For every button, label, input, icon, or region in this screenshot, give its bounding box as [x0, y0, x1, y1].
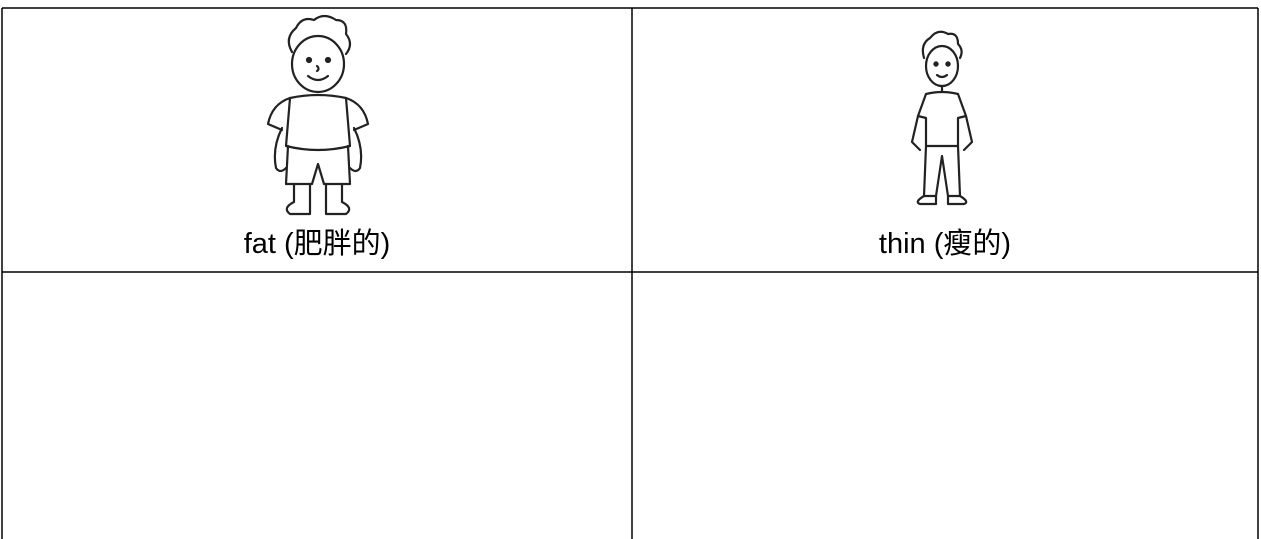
- fat-boy-illustration: [266, 14, 370, 216]
- thin-boy-illustration: [910, 30, 974, 206]
- cell-label: thin (瘦的): [879, 227, 1011, 260]
- cell-label: fat (肥胖的): [244, 227, 391, 260]
